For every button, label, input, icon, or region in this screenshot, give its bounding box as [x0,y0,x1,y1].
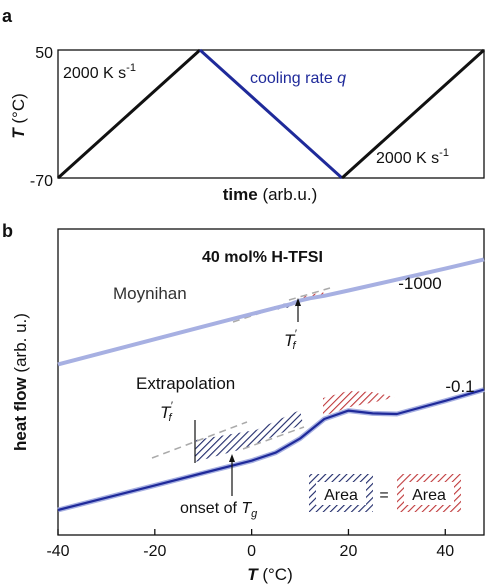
onset-label: onset of Tg [180,500,258,520]
panel-b-xtick-label: -20 [143,543,166,560]
panel-a-series-line-3 [340,48,485,180]
panel-a-ytick-bottom: -70 [30,173,53,190]
panel-a-heating-label-left: 2000 K s-1 [63,62,136,82]
panel-b-ylabel-main: heat flow [11,377,30,451]
series-line-bottom [57,388,485,512]
cooling-text: cooling rate [250,70,337,87]
panel-a-frame [57,49,485,179]
heating-rate-text: 2000 K s [376,150,439,167]
tf-prime: ′ [294,328,297,340]
panel-b-xtick-label: 40 [436,543,454,560]
panel-a-xlabel: time (arb.u.) [223,185,318,204]
tf-prime: ′ [170,400,173,412]
panel-b-xtick-label: 20 [340,543,358,560]
panel-b-xlabel-main: T [247,565,259,584]
cooling-symbol: q [337,70,346,87]
panel-a: a 50 -70 T (°C) time (arb.u.) 2000 K s-1… [2,6,485,204]
series-line-top [57,257,485,367]
area-label-blue: Area [324,487,358,504]
panel-b-ylabel: heat flow (arb. u.) [11,313,30,451]
panel-b-title: 40 mol% H-TFSI [202,249,323,266]
tf-sub: f [168,412,172,424]
rate-label-top: -1000 [398,274,441,293]
panel-a-series-line-2 [198,48,344,180]
panel-a-series-line-1 [56,48,202,180]
panel-a-xlabel-unit: (arb.u.) [258,185,318,204]
heating-rate-exp: -1 [439,147,449,159]
panel-b-xlabel: T (°C) [247,565,293,584]
area-box-blue-inner [316,482,366,505]
tf-symbol: T [284,331,296,350]
area-equals: = [379,487,388,504]
method-label-moynihan: Moynihan [113,284,187,303]
panel-b-xlabel-unit: (°C) [258,565,293,584]
panel-a-xlabel-main: time [223,185,258,204]
tf-symbol: T [160,403,172,422]
tf-sub: f [292,340,296,352]
panel-b: b heat flow (arb. u.) -40 -20 0 20 40 T (°C)… [2,221,485,584]
extrapolation-area-red [323,391,395,416]
extrapolation-tf-label: T′ f [160,400,173,424]
area-label-red: Area [412,487,446,504]
panel-a-series [56,48,485,180]
panel-a-ylabel: T (°C) [9,93,28,139]
onset-symbol: T [241,500,252,517]
method-label-extrapolation: Extrapolation [136,374,235,393]
onset-arrowhead [229,454,235,462]
panel-b-xtick-label: 0 [247,543,256,560]
panel-b-xaxis: -40 -20 0 20 40 [46,529,454,560]
onset-sub: g [251,508,258,520]
panel-b-xtick-label: -40 [46,543,69,560]
moynihan-tf-label: T′ f [284,328,297,352]
extrapolation-tangent-liquid [242,426,305,450]
onset-text: onset of [180,500,241,517]
moynihan-tf-arrowhead [295,298,301,306]
panel-a-heating-label-right: 2000 K s-1 [376,147,449,167]
heating-rate-exp: -1 [126,62,136,74]
panel-a-cooling-label: cooling rate q [250,70,346,87]
panel-b-ylabel-unit: (arb. u.) [11,313,30,377]
panel-b-series [57,257,485,513]
panel-b-label: b [2,221,13,241]
panel-b-frame [57,228,485,536]
rate-label-bottom: -0.1 [445,377,474,396]
panel-a-label: a [2,6,13,26]
heating-rate-text: 2000 K s [63,65,126,82]
area-box-red-inner [404,482,454,505]
extrapolation-tangent-glass [151,421,248,459]
panel-a-ytick-top: 50 [35,45,53,62]
panel-a-ylabel-unit: (°C) [9,93,28,128]
panel-a-ylabel-main: T [9,127,28,139]
area-legend: Area = Area [309,474,461,512]
extrapolation-area-blue [195,410,303,462]
